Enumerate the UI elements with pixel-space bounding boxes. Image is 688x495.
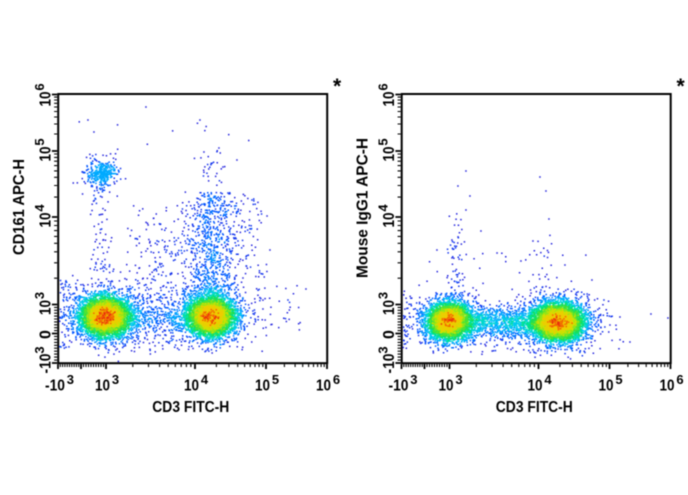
svg-text:10: 10 xyxy=(528,378,543,395)
svg-text:10: 10 xyxy=(381,146,398,161)
svg-text:3: 3 xyxy=(375,292,390,299)
svg-text:*: * xyxy=(333,75,342,98)
svg-text:0: 0 xyxy=(381,330,398,339)
svg-text:3: 3 xyxy=(67,372,74,387)
svg-text:3: 3 xyxy=(32,292,47,299)
svg-text:4: 4 xyxy=(544,372,552,387)
svg-text:-10: -10 xyxy=(389,378,409,395)
svg-text:3: 3 xyxy=(375,346,390,353)
svg-text:-10: -10 xyxy=(45,378,65,395)
svg-text:10: 10 xyxy=(381,300,398,315)
svg-text:5: 5 xyxy=(272,372,279,387)
svg-text:10: 10 xyxy=(255,378,270,395)
svg-text:CD3 FITC-H: CD3 FITC-H xyxy=(152,399,229,416)
svg-text:-10: -10 xyxy=(381,353,398,373)
svg-text:10: 10 xyxy=(316,378,331,395)
svg-text:6: 6 xyxy=(333,372,340,387)
svg-text:10: 10 xyxy=(95,378,110,395)
svg-text:6: 6 xyxy=(375,83,390,90)
svg-text:Mouse IgG1 APC-H: Mouse IgG1 APC-H xyxy=(355,138,372,278)
svg-text:10: 10 xyxy=(381,212,398,227)
svg-text:3: 3 xyxy=(112,372,119,387)
svg-text:6: 6 xyxy=(676,372,683,387)
svg-text:10: 10 xyxy=(37,212,54,227)
svg-text:4: 4 xyxy=(375,204,390,212)
svg-text:5: 5 xyxy=(32,138,47,145)
svg-text:10: 10 xyxy=(439,378,454,395)
svg-text:0: 0 xyxy=(37,330,54,339)
svg-text:3: 3 xyxy=(410,372,417,387)
svg-text:CD3 FITC-H: CD3 FITC-H xyxy=(496,399,573,416)
svg-text:4: 4 xyxy=(32,204,47,212)
svg-text:5: 5 xyxy=(375,138,390,145)
svg-text:3: 3 xyxy=(455,372,462,387)
svg-text:10: 10 xyxy=(37,146,54,161)
svg-text:4: 4 xyxy=(201,372,209,387)
svg-text:3: 3 xyxy=(32,346,47,353)
svg-text:10: 10 xyxy=(381,91,398,106)
svg-text:*: * xyxy=(677,75,686,98)
svg-text:10: 10 xyxy=(37,91,54,106)
svg-text:10: 10 xyxy=(599,378,614,395)
svg-text:5: 5 xyxy=(615,372,622,387)
svg-text:10: 10 xyxy=(660,378,675,395)
svg-text:6: 6 xyxy=(32,83,47,90)
svg-text:10: 10 xyxy=(184,378,199,395)
svg-text:10: 10 xyxy=(37,300,54,315)
svg-text:CD161 APC-H: CD161 APC-H xyxy=(11,159,28,255)
svg-text:-10: -10 xyxy=(37,353,54,373)
